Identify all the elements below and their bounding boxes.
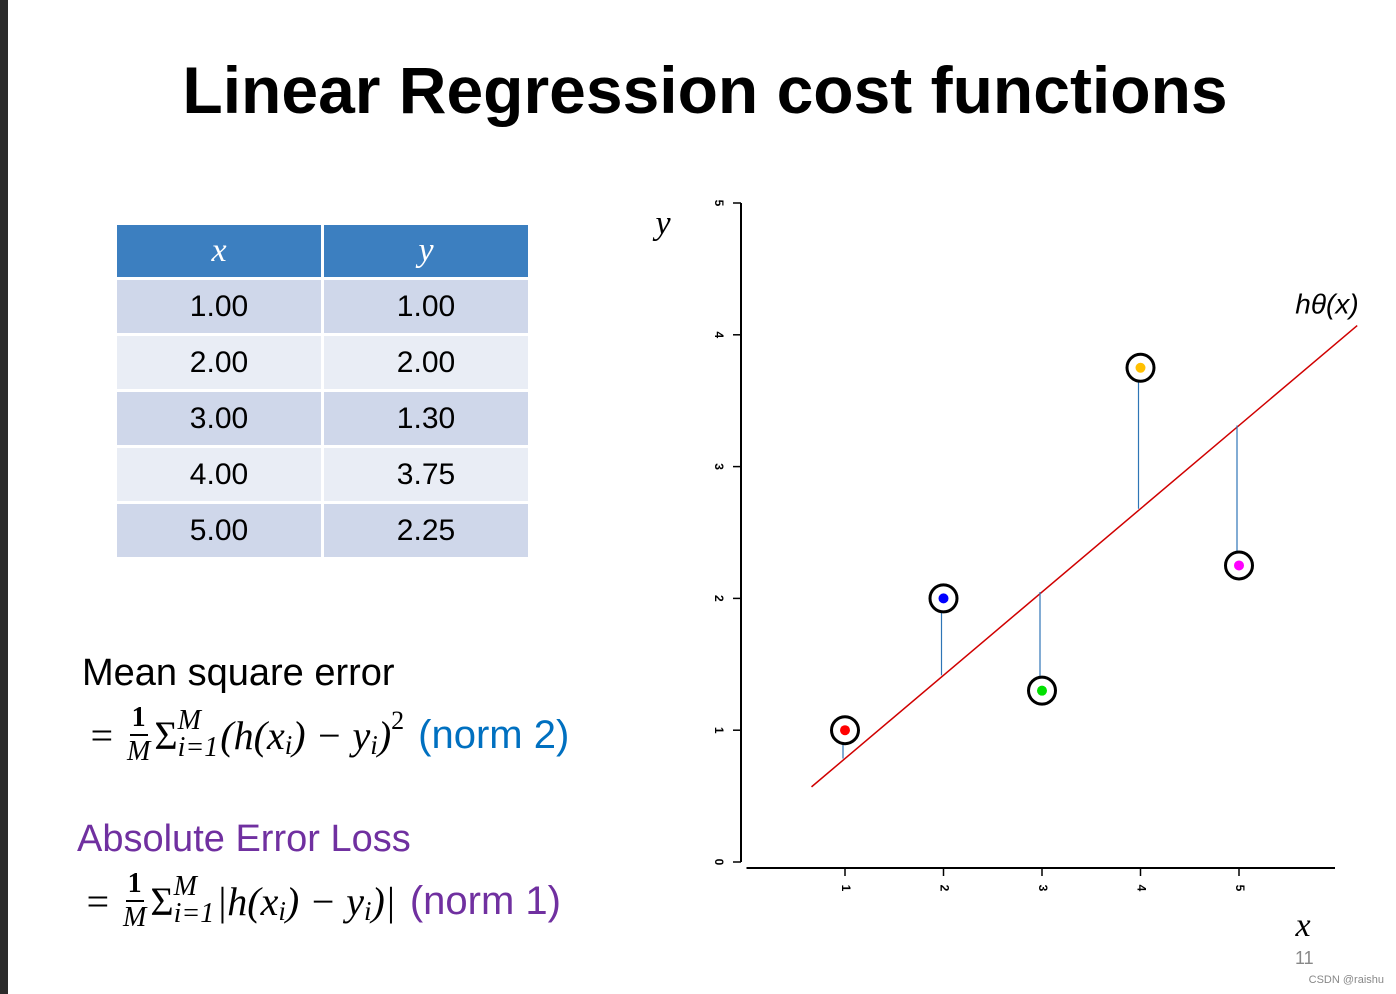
table-row: 3.00 1.30	[114, 389, 531, 448]
point-ring	[1125, 352, 1156, 383]
header-cell: x	[114, 222, 324, 280]
mse-heading: Mean square error	[82, 652, 395, 694]
term: ) − y	[292, 712, 371, 758]
table-cell: 5.00	[114, 501, 324, 560]
norm-note: (norm 2)	[418, 712, 570, 757]
table-row: 1.00 1.00	[114, 277, 531, 336]
numerator: 1	[125, 870, 144, 902]
table-cell: 1.00	[114, 277, 324, 336]
point-ring	[1224, 550, 1254, 581]
data-point	[1234, 560, 1244, 571]
numerator: 1	[129, 704, 148, 736]
upper-limit: M	[177, 705, 201, 737]
x-tick-label: 3	[1036, 885, 1050, 892]
term: |h(x	[216, 878, 279, 924]
mae-heading: Absolute Error Loss	[77, 818, 411, 860]
denominator: M	[127, 736, 151, 767]
term: (h(x	[220, 712, 285, 758]
subscript: i	[363, 895, 372, 926]
lower-limit: i=1	[177, 732, 219, 763]
data-point	[840, 725, 850, 736]
fit-line	[811, 325, 1358, 788]
page-number: 11	[1295, 948, 1314, 968]
y-tick-label: 0	[712, 859, 726, 866]
point-ring	[928, 583, 959, 614]
sum-sign: Σ	[150, 878, 174, 924]
x-tick-label: 4	[1134, 885, 1148, 892]
table-cell: 4.00	[114, 445, 324, 504]
table-row: 2.00 2.00	[114, 333, 531, 392]
equals: =	[88, 712, 115, 758]
table-cell: 1.30	[321, 389, 531, 448]
upper-limit: M	[173, 871, 197, 903]
lower-limit: i=1	[173, 898, 215, 929]
x-tick-label: 2	[937, 885, 951, 892]
y-tick-label: 5	[712, 200, 726, 207]
header-cell: y	[321, 222, 531, 280]
table-cell: 2.25	[321, 501, 531, 560]
sum-sign: Σ	[154, 712, 178, 758]
power: 2	[391, 706, 405, 735]
y-tick-label: 2	[712, 595, 726, 602]
equals: =	[84, 878, 111, 924]
point-ring	[830, 715, 860, 746]
fit-line-label: hθ(x)	[1295, 288, 1358, 319]
point-ring	[1027, 675, 1057, 706]
x-axis-label: x	[1294, 907, 1310, 944]
table-cell: 1.00	[321, 277, 531, 336]
subscript: i	[278, 895, 286, 926]
table-row: 5.00 2.25	[114, 501, 531, 560]
window-edge	[0, 0, 8, 994]
y-tick-label: 1	[712, 727, 726, 734]
data-point	[938, 593, 949, 604]
term: ) − y	[285, 878, 364, 924]
watermark: CSDN @raishu	[1308, 974, 1384, 986]
y-axis-label: y	[652, 205, 671, 242]
term: )	[377, 712, 392, 758]
table-cell: 2.00	[321, 333, 531, 392]
x-tick-label: 1	[839, 885, 853, 892]
data-point	[1037, 685, 1047, 696]
subscript: i	[284, 729, 293, 760]
y-tick-label: 4	[712, 331, 726, 338]
slide-title: Linear Regression cost functions	[182, 53, 1228, 127]
table-cell: 2.00	[114, 333, 324, 392]
subscript: i	[370, 729, 378, 760]
denominator: M	[123, 902, 147, 933]
table-cell: 3.75	[321, 445, 531, 504]
x-tick-label: 5	[1233, 885, 1247, 892]
data-point	[1135, 362, 1146, 373]
term: )|	[371, 878, 396, 924]
norm-note: (norm 1)	[409, 878, 561, 923]
y-tick-label: 3	[712, 463, 726, 470]
table-row: 4.00 3.75	[114, 445, 531, 504]
table-cell: 3.00	[114, 389, 324, 448]
data-table: x y 1.00 1.00 2.00 2.00 3.00 1.30 4.00 3.75 5.00…	[114, 222, 531, 560]
